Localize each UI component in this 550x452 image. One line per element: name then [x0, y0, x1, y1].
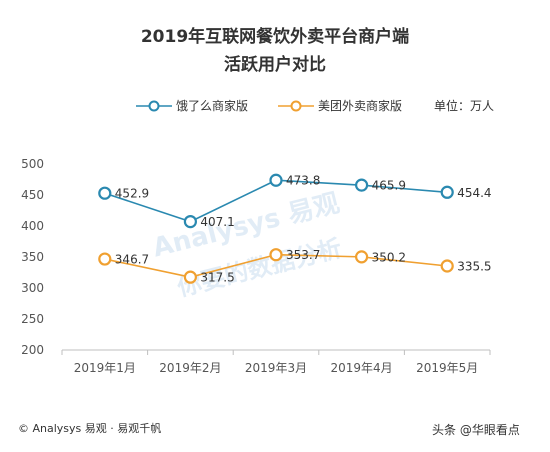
data-point — [183, 270, 197, 284]
data-point — [355, 250, 369, 264]
y-tick-label: 300 — [21, 281, 44, 295]
y-tick-label: 250 — [21, 312, 44, 326]
y-tick-label: 350 — [21, 250, 44, 264]
legend-label-eleme: 饿了么商家版 — [176, 99, 249, 113]
data-point — [183, 214, 197, 229]
chart-title-line2: 活跃用户对比 — [224, 55, 326, 75]
y-tick-label: 500 — [21, 157, 44, 171]
unit-label: 单位：万人 — [433, 99, 494, 113]
data-label: 473.8 — [286, 174, 320, 188]
data-point — [269, 173, 283, 187]
legend-item-meituan: 美团外卖商家版 — [278, 97, 402, 114]
data-label: 465.9 — [372, 179, 406, 193]
data-label: 335.5 — [457, 259, 491, 273]
x-tick-label: 2019年3月 — [245, 361, 307, 375]
data-label: 454.4 — [457, 186, 491, 200]
y-tick-label: 400 — [21, 219, 44, 233]
data-label: 346.7 — [115, 253, 149, 267]
legend-item-eleme: 饿了么商家版 — [136, 97, 248, 114]
y-tick-label: 450 — [21, 188, 44, 202]
data-point — [440, 259, 454, 273]
data-point — [98, 186, 112, 200]
x-tick-label: 2019年4月 — [331, 361, 393, 375]
data-point — [269, 248, 283, 262]
x-tick-label: 2019年1月 — [74, 361, 136, 375]
data-label: 317.5 — [200, 271, 234, 285]
data-label: 350.2 — [372, 250, 406, 264]
y-tick-label: 200 — [21, 343, 44, 357]
data-point — [355, 178, 369, 192]
chart-legend: 饿了么商家版 美团外卖商家版 — [136, 97, 432, 114]
footer-source: © Analysys 易观 · 易观千帆 — [18, 422, 162, 435]
legend-marker-eleme — [136, 100, 172, 111]
data-label: 353.7 — [286, 248, 320, 262]
chart-title-line1: 2019年互联网餐饮外卖平台商户端 — [140, 27, 410, 47]
data-point — [98, 252, 112, 266]
x-tick-label: 2019年5月 — [416, 361, 478, 375]
watermark-source: 头条 @华眼看点 — [432, 421, 520, 438]
data-label: 452.9 — [115, 187, 149, 201]
data-label: 407.1 — [200, 215, 234, 229]
x-tick-label: 2019年2月 — [159, 361, 221, 375]
legend-marker-meituan — [278, 100, 315, 111]
legend-label-meituan: 美团外卖商家版 — [318, 99, 403, 113]
data-point — [440, 185, 454, 199]
